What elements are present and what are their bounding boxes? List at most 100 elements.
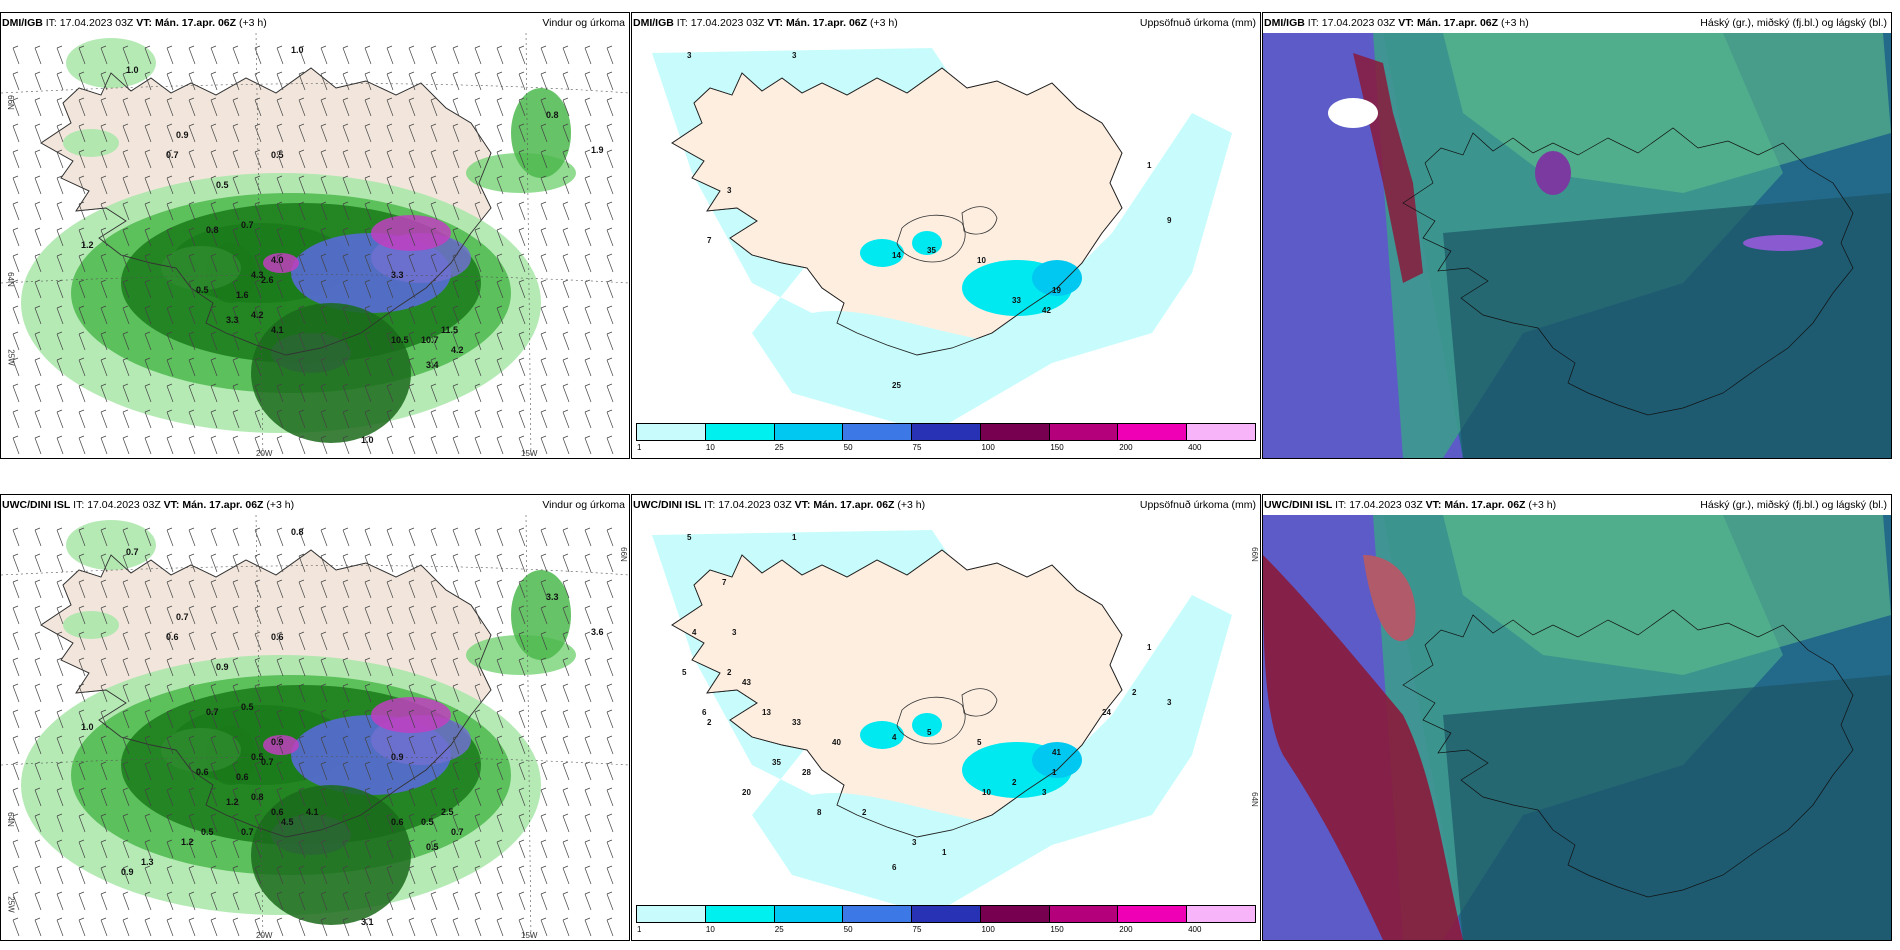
precip-label: 0.5 (216, 180, 229, 190)
legend-tick-label: 200 (1119, 925, 1133, 934)
map-cloud-cover[interactable] (1263, 515, 1891, 940)
precip-value-labels: 1.0 1.0 0.9 0.7 0.5 0.5 0.7 0.8 0.5 1.2 4.0 4.32.6 1… (81, 45, 604, 445)
accum-label: 40 (832, 738, 841, 747)
legend-swatch (774, 424, 844, 440)
precip-label: 0.8 (206, 225, 219, 235)
precip-label: 4.0 (271, 255, 284, 265)
legend-tick-label: 100 (981, 925, 995, 934)
accum-label: 33 (1012, 296, 1021, 305)
accum-label: 20 (742, 788, 751, 797)
legend-tick-label: 100 (981, 443, 995, 452)
accum-label: 2 (727, 668, 732, 677)
panel-title: Uppsöfnuð úrkoma (mm) (1139, 17, 1256, 29)
panel-header: UWC/DINI ISL IT: 17.04.2023 03Z VT: Mán.… (1263, 495, 1891, 515)
legend-swatch (705, 424, 775, 440)
accum-label: 4 (692, 628, 697, 637)
legend-tick-label: 25 (774, 925, 784, 934)
precip-label: 4.1 (306, 807, 319, 817)
model-source: DMI/IGB (633, 17, 674, 29)
lat-label-66n: 66N (5, 95, 15, 110)
precip-label: 0.6 (391, 817, 404, 827)
precip-label: 4.5 (281, 817, 294, 827)
accum-label: 2 (707, 718, 712, 727)
map-wind-precip[interactable]: 0.8 0.7 0.7 0.6 0.6 0.9 0.5 0.7 0.6 1.0 0.9 0.5 0.7 0… (1, 515, 629, 940)
precip-label: 0.5 (241, 702, 254, 712)
precip-legend: 1 10 25 50 75 100 150 200 400 (636, 905, 1256, 939)
legend-tick-label: 10 (705, 443, 715, 452)
panel-header: DMI/IGB IT: 17.04.2023 03Z VT: Mán. 17.a… (1, 13, 629, 33)
precip-label: 0.9 (271, 737, 284, 747)
legend-swatch (1049, 424, 1119, 440)
it-label: IT: (704, 499, 716, 511)
legend-tick-label: 10 (705, 925, 715, 934)
map-accum-precip[interactable]: 5 1 1 2 2 3 4 5 5 1 2 3 6 7 4 3 5 6 43 13 33 40 28 35 20 8 2 3 1 10 41… (632, 515, 1260, 940)
legend-swatch (980, 906, 1050, 922)
map-cloud-cover[interactable] (1263, 33, 1891, 458)
panel-title: Vindur og úrkoma (542, 499, 625, 511)
legend-tick-label: 400 (1188, 925, 1202, 934)
accum-label: 42 (1042, 306, 1051, 315)
lon-label-20w: 20W (256, 931, 273, 940)
model-source: DMI/IGB (1264, 17, 1305, 29)
precip-label: 0.7 (206, 707, 219, 717)
model-source: DMI/IGB (2, 17, 43, 29)
accum-label: 9 (1167, 216, 1172, 225)
map-accum-precip[interactable]: 3 3 1 3 7 9 14 35 10 19 33 42 25 (632, 33, 1260, 458)
accum-label: 35 (772, 758, 781, 767)
accum-label: 19 (1052, 286, 1061, 295)
precip-label: 3.4 (426, 360, 439, 370)
precip-label: 0.5 (426, 842, 439, 852)
valid-time: Mán. 17.apr. 06Z (1444, 499, 1526, 511)
legend-swatch (1049, 906, 1119, 922)
accum-label: 10 (977, 256, 986, 265)
valid-time: Mán. 17.apr. 06Z (1416, 17, 1499, 29)
accum-label: 10 (982, 788, 991, 797)
legend-swatch (1187, 424, 1256, 440)
panel-dmi-wind: DMI/IGB IT: 17.04.2023 03Z VT: Mán. 17.a… (0, 12, 630, 459)
lat-label-64n: 64N (5, 812, 15, 827)
precip-label: 4.2 (451, 345, 464, 355)
precip-label: 1.6 (236, 290, 249, 300)
accum-label: 5 (687, 533, 692, 542)
precip-label: 1.2 (81, 240, 94, 250)
precip-label: 0.6 (196, 767, 209, 777)
precip-label: 1.2 (226, 797, 239, 807)
valid-time: Mán. 17.apr. 06Z (154, 17, 237, 29)
accum-label: 5 (927, 728, 932, 737)
init-time: 17.04.2023 03Z (87, 499, 161, 511)
vt-label: VT: (163, 499, 180, 511)
accum-label: 1 (792, 533, 797, 542)
legend-swatch (843, 424, 913, 440)
accum-label: 41 (1052, 748, 1061, 757)
accum-label: 8 (817, 808, 822, 817)
precip-label: 2.5 (441, 807, 454, 817)
precip-label: 2.6 (261, 275, 274, 285)
precip-label: 4.3 (251, 270, 264, 280)
legend-swatch (912, 906, 981, 922)
lead-time: (+3 h) (266, 499, 295, 511)
it-label: IT: (45, 17, 57, 29)
legend-tick-label: 200 (1119, 443, 1133, 452)
lon-label-15w: 15W (521, 449, 538, 458)
panel-title: Vindur og úrkoma (542, 17, 625, 29)
accum-label: 5 (977, 738, 982, 747)
legend-tick-label: 150 (1050, 925, 1064, 934)
accum-label: 25 (892, 381, 901, 390)
lat-label-64n: 64N (5, 272, 15, 287)
precip-label: 0.6 (166, 632, 179, 642)
lon-label-25w: 25W (6, 349, 16, 366)
map-wind-precip[interactable]: 1.0 1.0 0.9 0.7 0.5 0.5 0.7 0.8 0.5 1.2 4.0 4.3 2.6 1… (1, 33, 629, 458)
accum-label: 24 (1102, 708, 1111, 717)
init-time: 17.04.2023 03Z (1321, 17, 1396, 29)
precip-label: 1.3 (141, 857, 154, 867)
model-source: UWC/DINI ISL (2, 499, 71, 511)
precip-label: 0.5 (196, 285, 209, 295)
lead-time: (+3 h) (1500, 17, 1529, 29)
panel-title: Háský (gr.), miðský (fj.bl.) og lágský (… (1700, 17, 1887, 29)
legend-tick-label: 400 (1188, 443, 1202, 452)
lat-label-66n: 66N (618, 547, 628, 562)
accum-label: 2 (1132, 688, 1137, 697)
panel-title: Háský (gr.), miðský (fj.bl.) og lágský (… (1700, 499, 1887, 511)
model-source: UWC/DINI ISL (633, 499, 702, 511)
accum-label: 3 (912, 838, 917, 847)
